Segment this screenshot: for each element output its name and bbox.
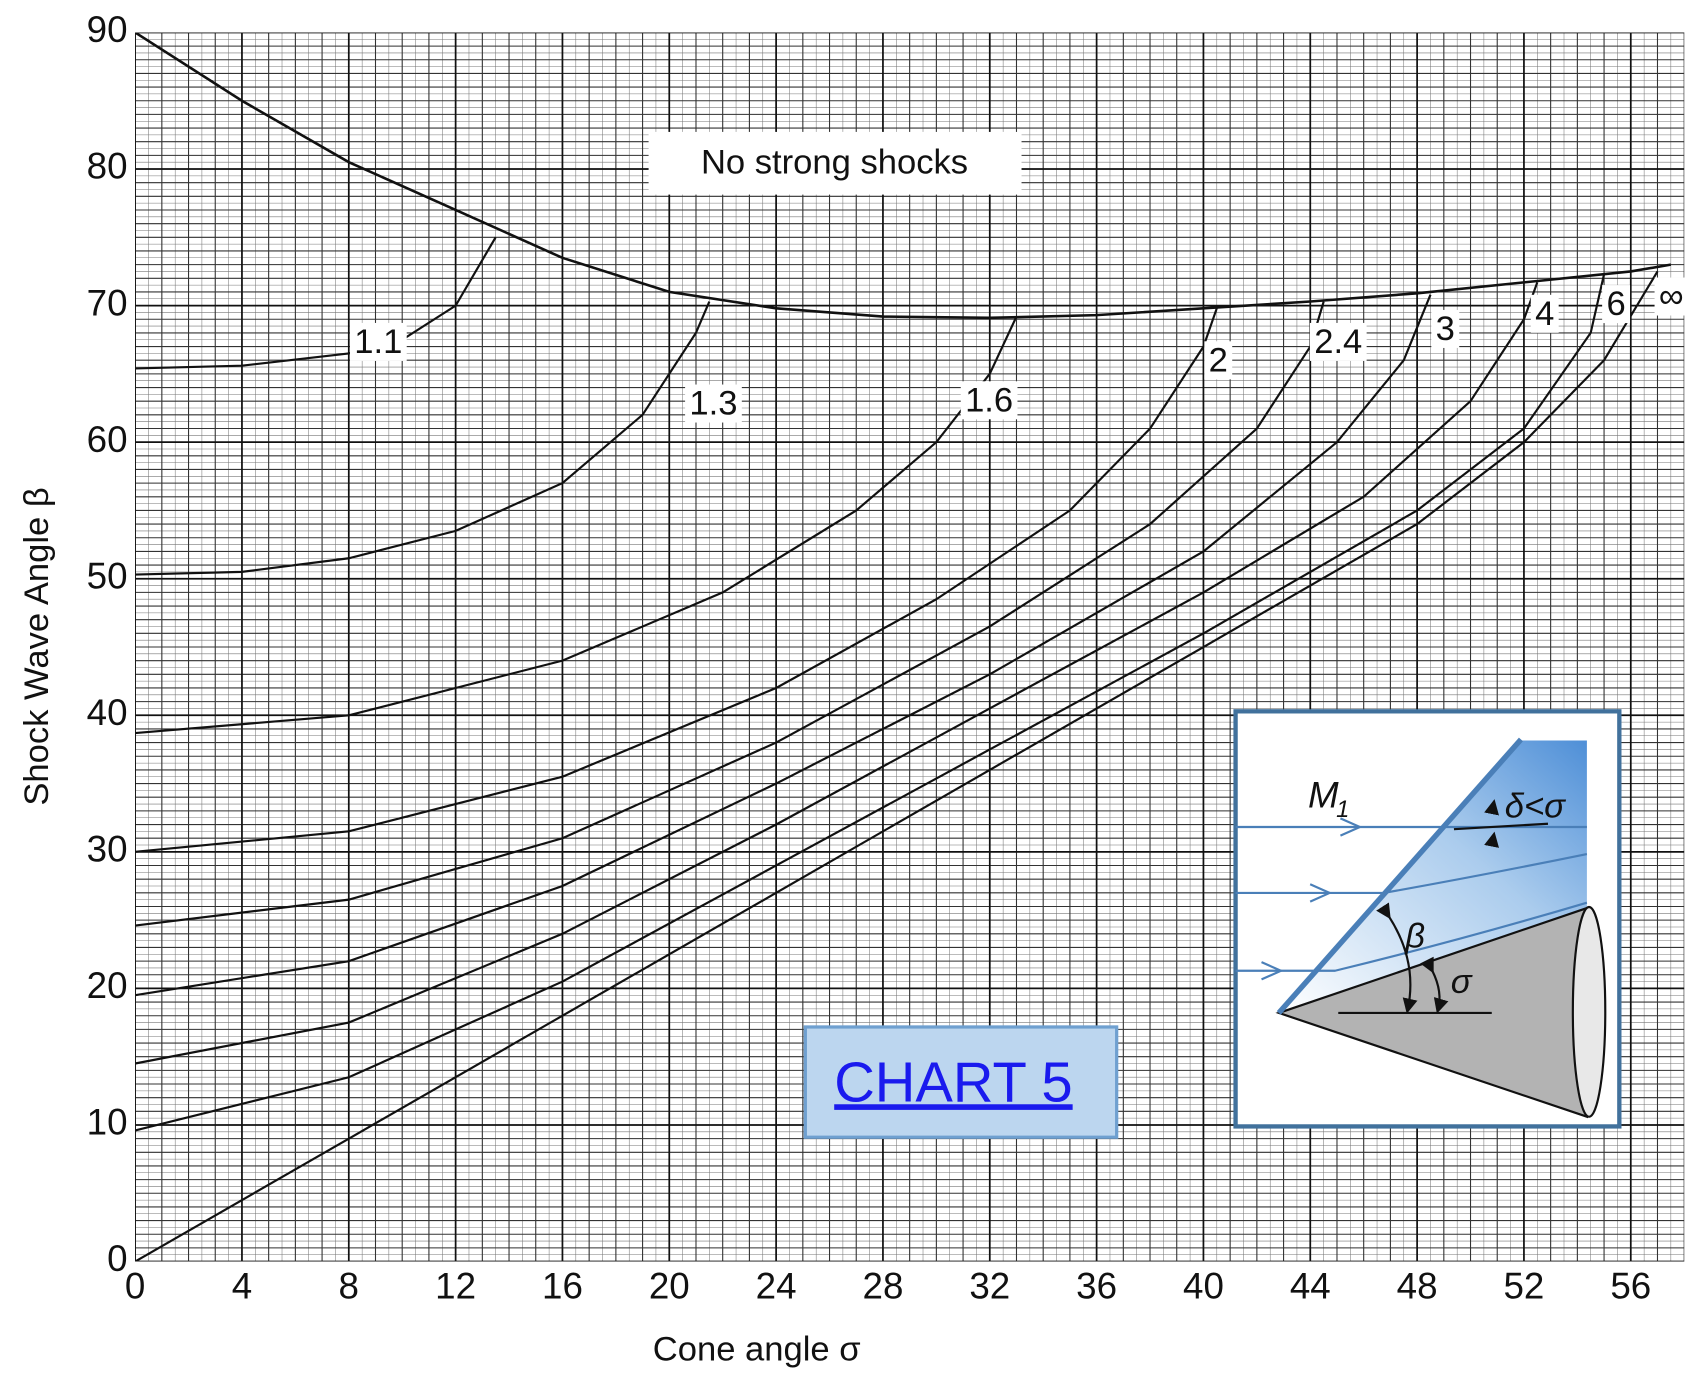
arrowhead — [1261, 961, 1284, 981]
series-label: 1.1 — [354, 323, 402, 361]
series-label-bg — [1530, 294, 1559, 333]
x-tick-label: 44 — [1290, 1265, 1331, 1306]
x-axis-label: Cone angle σ — [653, 1330, 861, 1368]
x-tick-label: 8 — [339, 1265, 359, 1306]
series-label: 4 — [1535, 295, 1554, 333]
x-tick-label: 48 — [1397, 1265, 1438, 1306]
x-tick-label: 32 — [969, 1265, 1010, 1306]
series-label-bg — [1602, 285, 1631, 324]
x-tick-label: 24 — [756, 1265, 797, 1306]
y-tick-label: 10 — [87, 1102, 128, 1143]
labels: 0 4 8 12 16 20 24 28 32 36 40 44 48 52 560102030405060… — [87, 9, 1688, 1306]
y-tick-label: 90 — [87, 9, 128, 50]
series-label: 2 — [1209, 341, 1228, 379]
mach-curve — [135, 282, 1539, 1065]
series-label-bg — [1654, 277, 1688, 316]
series-label-bg — [960, 381, 1018, 420]
x-tick-label: 0 — [125, 1265, 145, 1306]
series-label-bg — [1309, 322, 1367, 361]
series-label: 3 — [1436, 310, 1455, 348]
series-label: 1.6 — [965, 381, 1013, 419]
flow-region — [1278, 740, 1587, 1013]
deflection-label: δ<σ — [1505, 788, 1566, 826]
x-tick-label: 20 — [649, 1265, 690, 1306]
cone-base — [1571, 905, 1607, 1118]
y-tick-label: 0 — [107, 1238, 127, 1279]
y-tick-label: 30 — [87, 829, 128, 870]
series-label: 6 — [1606, 285, 1625, 323]
arrowhead — [1309, 883, 1333, 903]
arrowhead — [1339, 817, 1363, 837]
series-label: 1.3 — [689, 385, 737, 423]
inset-diagram: M 1 δ<σ β σ — [1233, 709, 1622, 1129]
series-label-bg — [349, 322, 407, 361]
x-tick-label: 4 — [232, 1265, 252, 1306]
beta-label: β — [1404, 917, 1425, 955]
curves — [135, 32, 1672, 1262]
angle-arc — [1420, 956, 1449, 1014]
mach-symbol: M — [1308, 775, 1339, 816]
x-tick-label: 40 — [1183, 1265, 1224, 1306]
region-bg — [648, 131, 1022, 195]
y-axis-label: Shock Wave Angle β — [18, 487, 56, 805]
y-tick-label: 80 — [87, 146, 128, 187]
mach-curve — [135, 301, 711, 576]
series-label-bg — [685, 384, 742, 423]
series-label: ∞ — [1659, 278, 1684, 316]
mach-curve — [135, 301, 1325, 927]
x-tick-label: 16 — [542, 1265, 583, 1306]
x-tick-label: 28 — [863, 1265, 904, 1306]
y-tick-label: 60 — [87, 419, 128, 460]
mach-curve — [135, 294, 1432, 997]
x-tick-label: 52 — [1503, 1265, 1544, 1306]
mach-curve — [135, 273, 1606, 1132]
x-tick-label: 56 — [1610, 1265, 1651, 1306]
chart-link[interactable]: CHART 5 — [834, 1050, 1072, 1113]
angle-arrow — [1484, 799, 1499, 816]
mach-curve — [135, 307, 1218, 853]
mach-subscript: 1 — [1336, 796, 1349, 823]
series-label: 2.4 — [1314, 323, 1362, 361]
link-box — [803, 1025, 1119, 1139]
limit-curve — [135, 32, 1672, 320]
series-label-bg — [1204, 341, 1233, 380]
x-tick-label: 36 — [1076, 1265, 1117, 1306]
y-tick-label: 50 — [87, 555, 128, 596]
angle-arc — [1376, 902, 1418, 1014]
mach-curve — [135, 270, 1659, 1262]
shock-line — [1276, 737, 1523, 1015]
series-label-bg — [1431, 309, 1460, 348]
streamline — [1235, 901, 1588, 972]
y-tick-label: 70 — [87, 282, 128, 323]
angle-arrow — [1484, 831, 1499, 848]
region-label: No strong shocks — [701, 143, 968, 181]
x-tick-label: 12 — [435, 1265, 476, 1306]
y-tick-label: 20 — [87, 965, 128, 1006]
reference-line — [1453, 822, 1549, 831]
sigma-label: σ — [1451, 963, 1473, 1001]
y-tick-label: 40 — [87, 692, 128, 733]
streamline — [1235, 852, 1588, 895]
